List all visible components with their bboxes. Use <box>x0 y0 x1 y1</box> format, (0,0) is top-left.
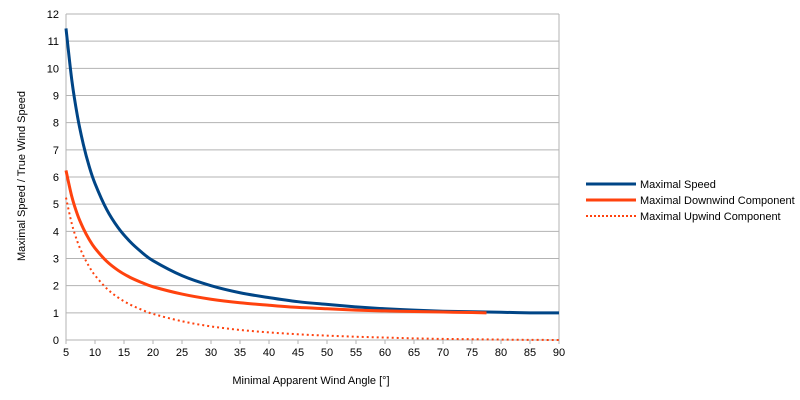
series-maximal-speed <box>64 28 560 315</box>
x-axis-title: Minimal Apparent Wind Angle [°] <box>232 375 389 387</box>
x-tick-label: 50 <box>321 347 333 359</box>
y-tick-label: 9 <box>53 91 59 103</box>
x-tick-label: 55 <box>350 347 362 359</box>
x-tick-label: 90 <box>553 347 565 359</box>
axes <box>65 14 560 344</box>
series-maximal-upwind-component <box>65 197 560 341</box>
x-tick-label: 70 <box>437 347 449 359</box>
y-tick-label: 6 <box>53 172 59 184</box>
series-maximal-downwind-component <box>64 170 487 315</box>
y-tick-label: 8 <box>53 118 59 130</box>
legend-label-maximal-speed: Maximal Speed <box>640 179 716 191</box>
y-tick-label: 1 <box>53 308 59 320</box>
y-tick-label: 4 <box>53 226 59 238</box>
legend-label-maximal-downwind: Maximal Downwind Component <box>640 195 795 207</box>
y-tick-label: 2 <box>53 281 59 293</box>
y-tick-label: 7 <box>53 145 59 157</box>
y-tick-label: 12 <box>47 9 59 21</box>
y-tick-label: 11 <box>48 36 59 48</box>
x-tick-label: 45 <box>292 347 304 359</box>
x-tick-label: 25 <box>176 347 188 359</box>
x-tick-label: 10 <box>89 347 101 359</box>
x-tick-label: 20 <box>147 347 159 359</box>
x-tick-label: 35 <box>234 347 246 359</box>
x-tick-label: 80 <box>495 347 507 359</box>
x-tick-label: 15 <box>118 347 130 359</box>
x-tick-label: 85 <box>524 347 536 359</box>
y-tick-label: 10 <box>47 63 59 75</box>
x-tick-label: 5 <box>63 347 69 359</box>
x-tick-label: 60 <box>379 347 391 359</box>
x-tick-label: 65 <box>408 347 420 359</box>
y-axis-title: Maximal Speed / True Wind Speed <box>16 91 28 261</box>
legend: Maximal Speed Maximal Downwind Component… <box>586 179 795 223</box>
plot-area <box>64 28 560 341</box>
x-tick-label: 40 <box>263 347 275 359</box>
y-tick-label: 5 <box>53 199 59 211</box>
grid-lines <box>66 13 559 341</box>
x-axis-tick-labels: 5 10 15 20 25 30 35 40 45 50 55 60 65 70 75 80 85 90 <box>63 347 565 359</box>
y-tick-label: 0 <box>53 335 59 347</box>
x-tick-label: 75 <box>466 347 478 359</box>
x-tick-label: 30 <box>205 347 217 359</box>
y-tick-label: 3 <box>53 254 59 266</box>
legend-label-maximal-upwind: Maximal Upwind Component <box>640 211 781 223</box>
